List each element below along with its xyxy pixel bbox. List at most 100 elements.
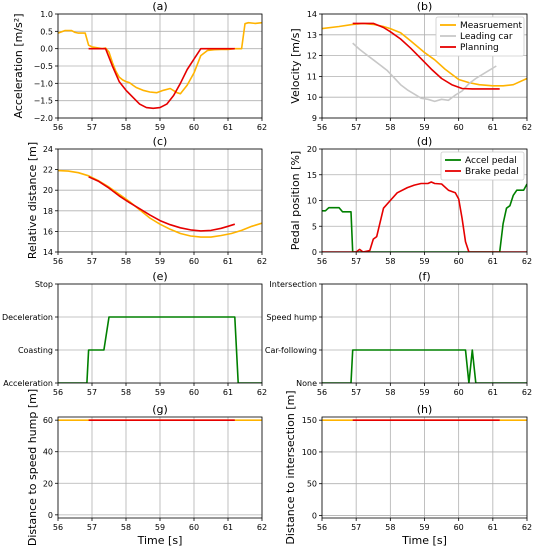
panel-title: (g)	[152, 403, 168, 416]
x-tick-label: 59	[419, 257, 429, 266]
y-tick-label: −0.5	[34, 62, 53, 71]
legend-label: Measruement	[460, 21, 522, 31]
y-tick-label: None	[296, 379, 317, 388]
x-tick-label: 62	[522, 123, 532, 132]
panel-d: 56 57 58 59 60 61 6205101520(d)Pedal position …	[289, 135, 532, 266]
x-tick-label: 57	[351, 257, 361, 266]
y-tick-label: Acceleration	[3, 379, 53, 388]
x-tick-label: 56	[317, 523, 327, 532]
x-tick-label: 59	[419, 123, 429, 132]
y-tick-label: Stop	[35, 280, 53, 289]
y-axis-label: Pedal position [%]	[289, 151, 302, 250]
y-tick-label: 60	[43, 416, 53, 425]
y-tick-label: Car-following	[265, 346, 317, 355]
x-tick-label: 56	[53, 388, 63, 397]
x-tick-label: 62	[522, 257, 532, 266]
x-tick-label: 61	[488, 123, 498, 132]
y-tick-label: 20	[307, 145, 317, 154]
y-tick-label: 15	[307, 171, 317, 180]
x-axis-label: Time [s]	[137, 534, 183, 547]
y-axis-label: Relative distance [m]	[26, 142, 39, 259]
x-tick-label: 59	[155, 388, 165, 397]
x-tick-label: 60	[189, 123, 199, 132]
y-tick-label: 0	[48, 511, 53, 520]
x-tick-label: 61	[223, 257, 233, 266]
x-tick-label: 61	[223, 123, 233, 132]
panel-c: 56 57 58 59 60 61 62 14 16 18 20 22 24 (c) Relative di…	[26, 135, 267, 266]
y-tick-label: 10	[307, 197, 317, 206]
x-axis-label: Time [s]	[401, 534, 447, 547]
x-tick-label: 62	[257, 523, 267, 532]
y-tick-label: −1.5	[34, 97, 53, 106]
y-tick-label: 20	[43, 186, 53, 195]
panel-a: 56 57 58 59 60 61 62 −2.0 −1.5 −1.0 −0.5 0.0 0.5 1.0 (…	[12, 0, 267, 132]
y-axis-label: Velocity [m/s]	[289, 28, 302, 103]
y-axis-label: Distance to speed hump [m]	[26, 389, 39, 546]
legend-label: Brake pedal	[465, 167, 519, 177]
y-tick-label: 9	[312, 114, 317, 123]
x-tick-label: 60	[454, 388, 464, 397]
y-tick-label: 18	[43, 207, 53, 216]
panel-g: 56 57 58 59 60 61 62 0 20 40 60 (g) Distance to spee…	[26, 389, 267, 547]
y-tick-label: 150	[302, 416, 317, 425]
panel-title: (h)	[417, 403, 433, 416]
x-tick-label: 58	[121, 123, 131, 132]
x-tick-label: 56	[53, 257, 63, 266]
y-tick-label: 13	[307, 31, 317, 40]
y-tick-label: Coasting	[18, 346, 53, 355]
x-tick-label: 59	[155, 523, 165, 532]
y-tick-label: 14	[307, 10, 317, 19]
y-tick-label: 40	[43, 448, 53, 457]
y-tick-label: Deceleration	[2, 313, 53, 322]
y-tick-label: 10	[307, 93, 317, 102]
x-tick-label: 59	[155, 123, 165, 132]
y-tick-label: Speed hump	[266, 313, 317, 322]
x-tick-label: 57	[351, 523, 361, 532]
x-tick-label: 61	[488, 388, 498, 397]
y-tick-label: 24	[43, 145, 53, 154]
x-tick-label: 60	[454, 123, 464, 132]
y-tick-label: Intersection	[269, 280, 317, 289]
y-axis-label: Distance to intersection [m]	[284, 390, 297, 544]
y-tick-label: 0.0	[40, 45, 53, 54]
legend-label: Accel pedal	[465, 156, 517, 166]
x-tick-label: 58	[121, 388, 131, 397]
x-tick-label: 57	[87, 388, 97, 397]
x-tick-label: 58	[385, 123, 395, 132]
y-tick-label: 22	[43, 166, 53, 175]
y-tick-label: 5	[312, 222, 317, 231]
panel-f: 56 57 58 59 60 61 62 None Car-following Speed hum…	[265, 270, 532, 397]
y-tick-label: 16	[43, 227, 53, 236]
x-tick-label: 62	[257, 123, 267, 132]
x-tick-label: 56	[317, 123, 327, 132]
x-tick-label: 60	[454, 257, 464, 266]
x-tick-label: 59	[419, 388, 429, 397]
y-tick-label: −1.0	[34, 79, 53, 88]
series-line-c-1	[89, 177, 235, 231]
y-tick-label: 0	[312, 511, 317, 520]
panel-title: (b)	[417, 0, 433, 13]
x-tick-label: 58	[385, 388, 395, 397]
x-tick-label: 57	[87, 123, 97, 132]
x-tick-label: 58	[385, 523, 395, 532]
x-tick-label: 56	[53, 123, 63, 132]
y-tick-label: 0.5	[40, 27, 53, 36]
x-tick-label: 62	[522, 523, 532, 532]
x-tick-label: 56	[317, 388, 327, 397]
x-tick-label: 60	[189, 257, 199, 266]
panel-title: (a)	[152, 0, 167, 13]
x-tick-label: 56	[53, 523, 63, 532]
panel-title: (d)	[417, 135, 433, 148]
x-tick-label: 59	[419, 523, 429, 532]
x-tick-label: 59	[155, 257, 165, 266]
panel-e: 56 57 58 59 60 61 62AccelerationCoastingDecele…	[2, 270, 267, 397]
y-axis-label: Acceleration [m/s²]	[12, 14, 25, 119]
x-tick-label: 57	[351, 123, 361, 132]
legend-label: Planning	[460, 43, 499, 53]
x-tick-label: 58	[121, 523, 131, 532]
x-tick-label: 58	[121, 257, 131, 266]
y-tick-label: 50	[307, 480, 317, 489]
